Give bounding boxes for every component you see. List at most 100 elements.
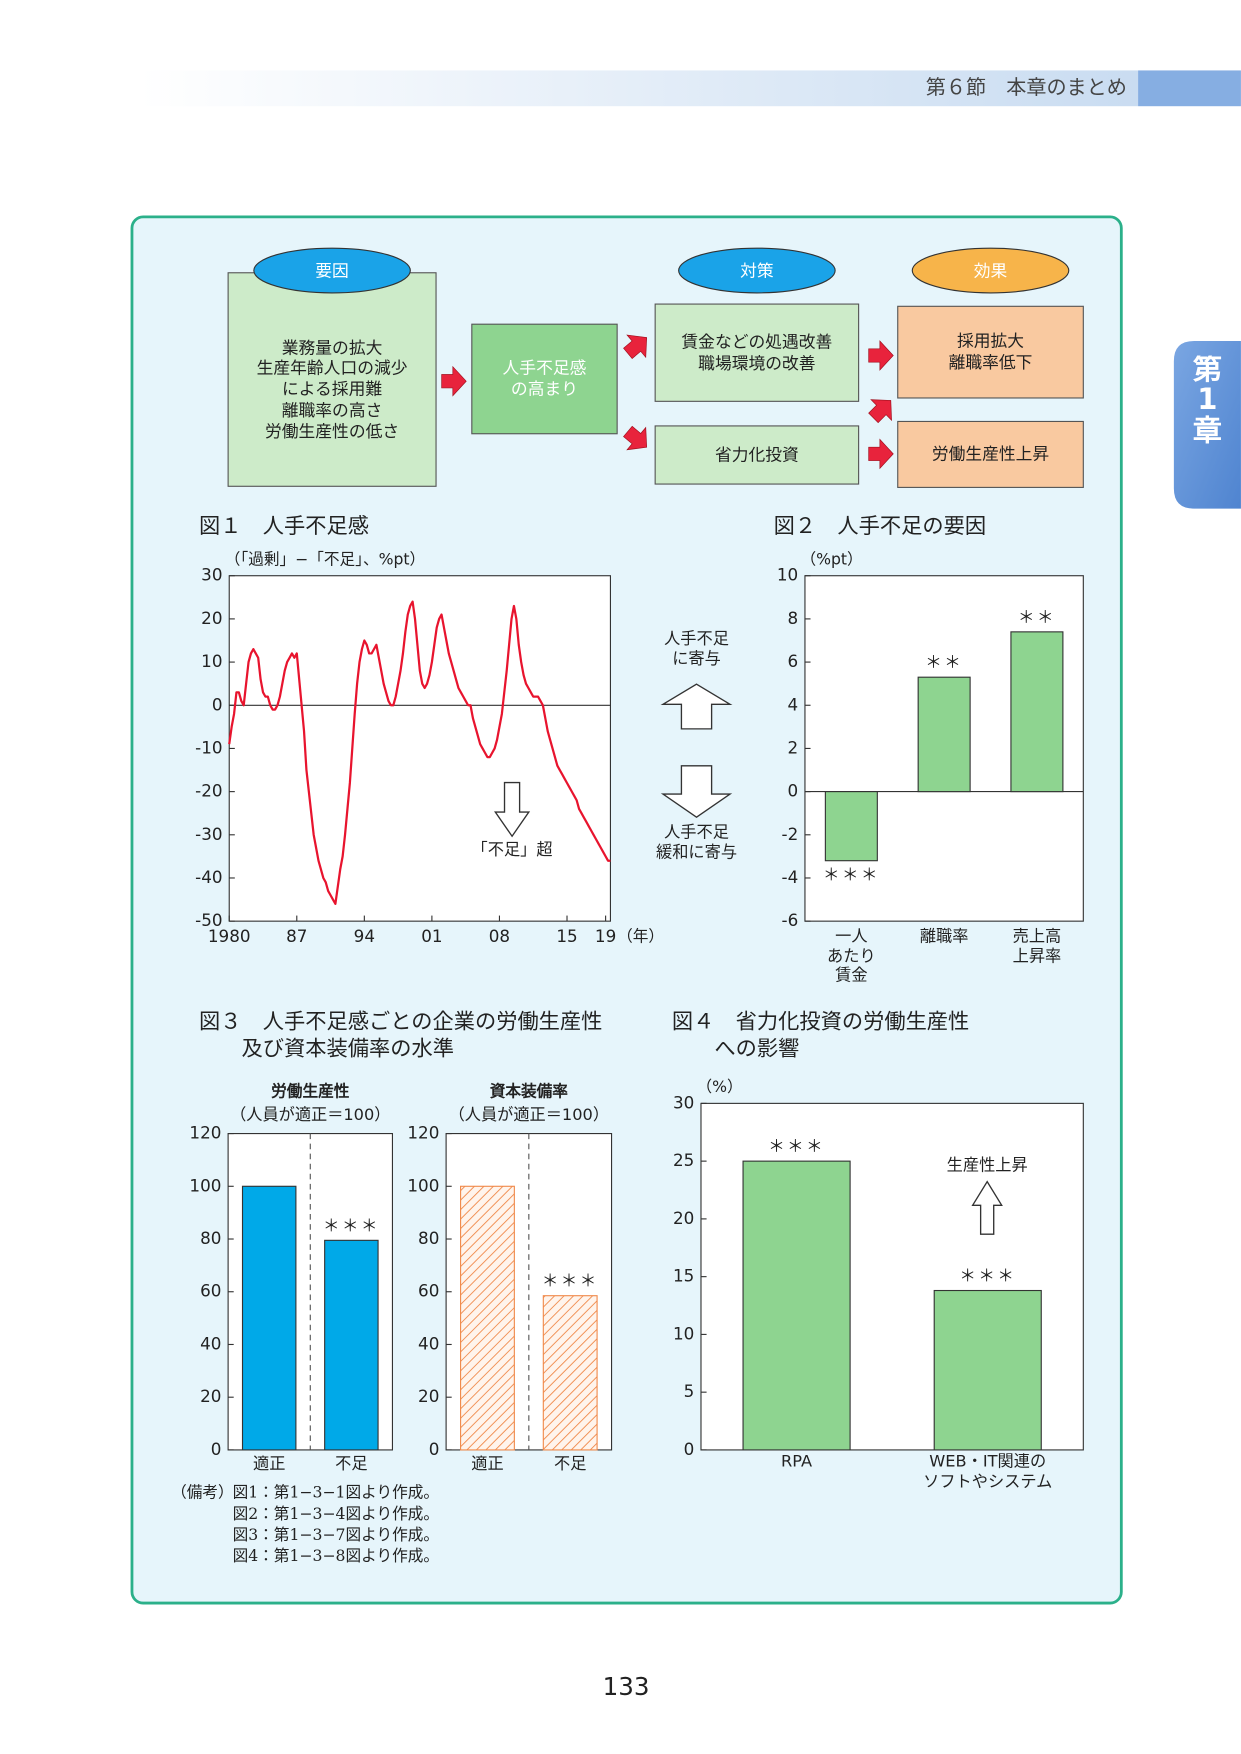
y-tick-label: -4 [782, 867, 799, 887]
y-tick-label: 0 [212, 694, 223, 714]
diagram-box [654, 425, 860, 485]
y-tick-label: 10 [673, 1323, 694, 1343]
diagram-text: 人手不足感 の高まり [502, 358, 587, 400]
x-tick-label-box: 適正 [252, 1455, 286, 1474]
x-unit: （年） [617, 926, 664, 945]
significance-label: ＊＊＊ [323, 1215, 380, 1235]
y-tick-label: -10 [195, 737, 222, 757]
annotation-box: 生産性上昇 [947, 1157, 1028, 1175]
diagram-text: 省力化投資 [714, 444, 799, 465]
x-tick-label: 適正 [471, 1455, 504, 1474]
chart-title-box: 図３ 人手不足感ごとの企業の労働生産性 及び資本装備率の水準 [199, 1009, 603, 1061]
panel-title: 労働生産性 [271, 1082, 350, 1101]
significance-label: ＊＊＊ [823, 864, 880, 884]
diagram-text: 賃金などの処遇改善 職場環境の改善 [681, 331, 833, 373]
panel-title: 資本装備率 [490, 1082, 569, 1101]
chapter-tab-text: 第 1 章 [1192, 355, 1222, 448]
diagram-box [227, 272, 437, 487]
diagram-text-box: 労働生産性上昇 [932, 444, 1049, 464]
y-tick-label: 40 [418, 1333, 439, 1353]
significance-label: ＊＊＊ [768, 1136, 825, 1156]
bar [742, 1160, 851, 1451]
flow-arrow [623, 425, 648, 451]
y-tick-label: -6 [782, 910, 799, 930]
data-line [228, 600, 611, 906]
flow-arrow [868, 438, 894, 470]
bar [460, 1185, 515, 1451]
note-line: 図1：第1−3−1図より作成。 [233, 1483, 439, 1502]
flow-arrow [868, 399, 892, 424]
note-line: 図2：第1−3−4図より作成。 [233, 1504, 439, 1523]
chart-title-box: 図４ 省力化投資の労働生産性 への影響 [672, 1009, 969, 1060]
diagram-text-box: 省力化投資 [714, 444, 799, 465]
y-tick-label: 120 [189, 1123, 221, 1143]
y-tick-label: 100 [407, 1175, 439, 1195]
y-tick-label: 4 [788, 694, 799, 714]
annotation: 人手不足 に寄与 [664, 630, 729, 669]
annotation-box: 人手不足 に寄与 [664, 630, 729, 669]
bar [917, 676, 971, 793]
significance-label: ＊＊ [1018, 606, 1056, 626]
y-tick-label: 80 [200, 1228, 221, 1248]
diagram-text-box: 採用拡大 離職率低下 [949, 331, 1033, 372]
hollow-arrow [660, 683, 733, 730]
x-tick-label-box: 売上高 上昇率 [1012, 927, 1062, 966]
diagram-oval [253, 247, 411, 294]
diagram-text-box: 業務量の拡大 生産年齢人口の減少 による採用難 離職率の高さ 労働生産性の低さ [256, 337, 408, 442]
x-tick-label: 適正 [252, 1455, 286, 1474]
x-tick-label: 一人 あたり 賃金 [827, 927, 876, 986]
hollow-arrow [494, 781, 531, 838]
y-tick-label: 60 [418, 1281, 439, 1301]
x-tick-label: 離職率 [919, 927, 969, 946]
plot-frame [228, 575, 611, 922]
diagram-text: 業務量の拡大 生産年齢人口の減少 による採用難 離職率の高さ 労働生産性の低さ [256, 337, 408, 442]
x-tick-label-box: 不足 [335, 1456, 367, 1474]
x-tick-label: 19 [595, 926, 616, 946]
diagram-header: 対策 [740, 261, 774, 281]
significance-label: ＊＊ [925, 652, 963, 672]
y-tick-label: -30 [195, 824, 222, 844]
y-tick-label: 30 [673, 1092, 694, 1112]
note-line: 図3：第1−3−7図より作成。 [233, 1525, 439, 1544]
hollow-arrow [660, 765, 733, 819]
chart-title: 図１ 人手不足感 [199, 514, 369, 539]
page-number: 133 [603, 1672, 650, 1701]
y-tick-label: 10 [777, 565, 798, 585]
panel-subtitle: （人員が適正＝100） [230, 1105, 390, 1124]
y-tick-label: 30 [201, 565, 222, 585]
bar [542, 1295, 598, 1451]
x-tick-label: 87 [286, 926, 307, 946]
x-tick-label: 売上高 上昇率 [1012, 927, 1062, 966]
y-axis-label: （「過剰」−「不足」、%pt） [225, 550, 425, 569]
bar [241, 1185, 297, 1451]
annotation: 人手不足 緩和に寄与 [655, 823, 738, 863]
diagram-box [471, 323, 618, 435]
chart-title-box: 図２ 人手不足の要因 [774, 514, 986, 539]
diagram-text-box: 人手不足感 の高まり [502, 358, 587, 400]
significance-label: ＊＊＊ [542, 1270, 599, 1290]
x-tick-label-box: RPA [781, 1453, 813, 1472]
diagram-text-box: 賃金などの処遇改善 職場環境の改善 [681, 331, 833, 373]
annotation-box: 「不足」超 [472, 842, 553, 860]
x-tick-label-box: 離職率 [919, 927, 969, 946]
x-tick-label: RPA [781, 1453, 813, 1472]
y-tick-label: 0 [211, 1439, 222, 1459]
x-tick-label: 94 [354, 926, 375, 946]
y-tick-label: 20 [418, 1386, 439, 1406]
section-title: 第６節 本章のまとめ [926, 75, 1127, 99]
y-tick-label: 10 [201, 651, 222, 671]
chapter-tab [1173, 340, 1241, 509]
hollow-arrow [971, 1180, 1003, 1235]
chart-title: 図３ 人手不足感ごとの企業の労働生産性 及び資本装備率の水準 [199, 1009, 603, 1061]
y-tick-label: 20 [200, 1386, 221, 1406]
y-tick-label: -2 [782, 824, 799, 844]
diagram: 要因 対策 効果 業務量の拡大 生産年齢人口の減少 による採用難 離職率の高さ … [227, 247, 1084, 488]
y-tick-label: 6 [788, 651, 799, 671]
y-tick-label: 0 [684, 1439, 695, 1459]
header-band [139, 70, 1139, 107]
y-tick-label: 80 [418, 1228, 439, 1248]
y-tick-label: -40 [195, 867, 222, 887]
x-tick-label-box: 不足 [554, 1456, 586, 1474]
